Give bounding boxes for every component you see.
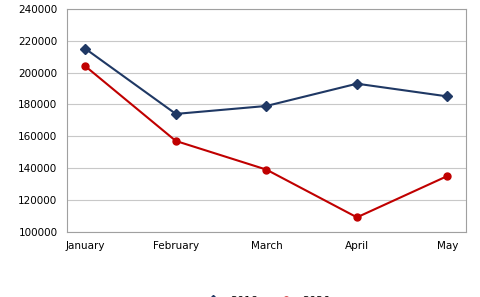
Line: 2019: 2019	[82, 45, 451, 117]
2020	[83, 64, 88, 68]
2020	[354, 216, 360, 219]
2019	[264, 104, 269, 108]
2019	[354, 82, 360, 86]
2020	[444, 174, 450, 178]
Legend: 2019, 2020: 2019, 2020	[198, 292, 335, 297]
2019	[83, 47, 88, 50]
2019	[173, 112, 179, 116]
Line: 2020: 2020	[82, 63, 451, 221]
2020	[264, 168, 269, 171]
2020	[173, 139, 179, 143]
2019	[444, 95, 450, 98]
